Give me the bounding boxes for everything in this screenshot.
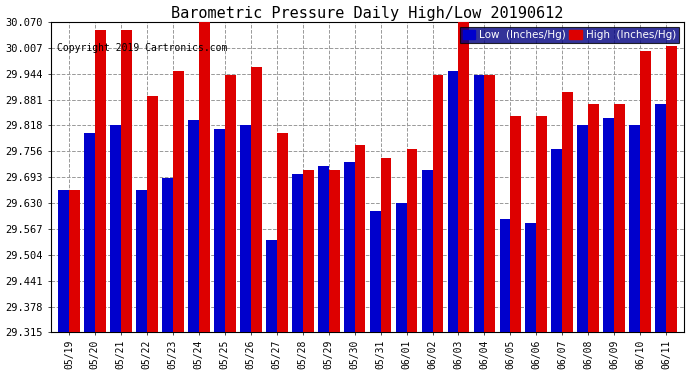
Bar bbox=[667, 46, 677, 375]
Bar bbox=[136, 190, 147, 375]
Bar bbox=[422, 170, 433, 375]
Bar bbox=[121, 30, 132, 375]
Bar bbox=[84, 133, 95, 375]
Bar bbox=[250, 67, 262, 375]
Bar bbox=[656, 104, 667, 375]
Bar bbox=[381, 158, 391, 375]
Bar bbox=[225, 75, 235, 375]
Bar bbox=[58, 190, 69, 375]
Bar bbox=[589, 104, 599, 375]
Bar bbox=[147, 96, 158, 375]
Bar bbox=[344, 162, 355, 375]
Bar bbox=[266, 240, 277, 375]
Bar bbox=[604, 118, 614, 375]
Bar bbox=[162, 178, 172, 375]
Bar bbox=[199, 22, 210, 375]
Bar bbox=[395, 203, 406, 375]
Bar bbox=[526, 224, 536, 375]
Bar bbox=[355, 145, 366, 375]
Bar bbox=[240, 124, 250, 375]
Bar bbox=[317, 166, 328, 375]
Bar bbox=[328, 170, 339, 375]
Bar bbox=[500, 219, 511, 375]
Bar bbox=[562, 92, 573, 375]
Bar bbox=[511, 116, 522, 375]
Title: Barometric Pressure Daily High/Low 20190612: Barometric Pressure Daily High/Low 20190… bbox=[171, 6, 564, 21]
Bar bbox=[640, 51, 651, 375]
Bar bbox=[303, 170, 313, 375]
Bar bbox=[370, 211, 381, 375]
Bar bbox=[406, 149, 417, 375]
Bar bbox=[458, 22, 469, 375]
Bar bbox=[473, 75, 484, 375]
Bar bbox=[292, 174, 303, 375]
Text: Copyright 2019 Cartronics.com: Copyright 2019 Cartronics.com bbox=[57, 44, 228, 54]
Bar bbox=[433, 75, 444, 375]
Bar bbox=[536, 116, 547, 375]
Bar bbox=[95, 30, 106, 375]
Bar bbox=[69, 190, 80, 375]
Bar bbox=[110, 124, 121, 375]
Bar bbox=[629, 124, 640, 375]
Bar bbox=[277, 133, 288, 375]
Bar bbox=[172, 71, 184, 375]
Bar bbox=[188, 120, 199, 375]
Bar bbox=[214, 129, 225, 375]
Bar bbox=[614, 104, 625, 375]
Bar bbox=[448, 71, 458, 375]
Legend: Low  (Inches/Hg), High  (Inches/Hg): Low (Inches/Hg), High (Inches/Hg) bbox=[460, 27, 679, 44]
Bar bbox=[551, 149, 562, 375]
Bar bbox=[484, 75, 495, 375]
Bar bbox=[578, 124, 589, 375]
